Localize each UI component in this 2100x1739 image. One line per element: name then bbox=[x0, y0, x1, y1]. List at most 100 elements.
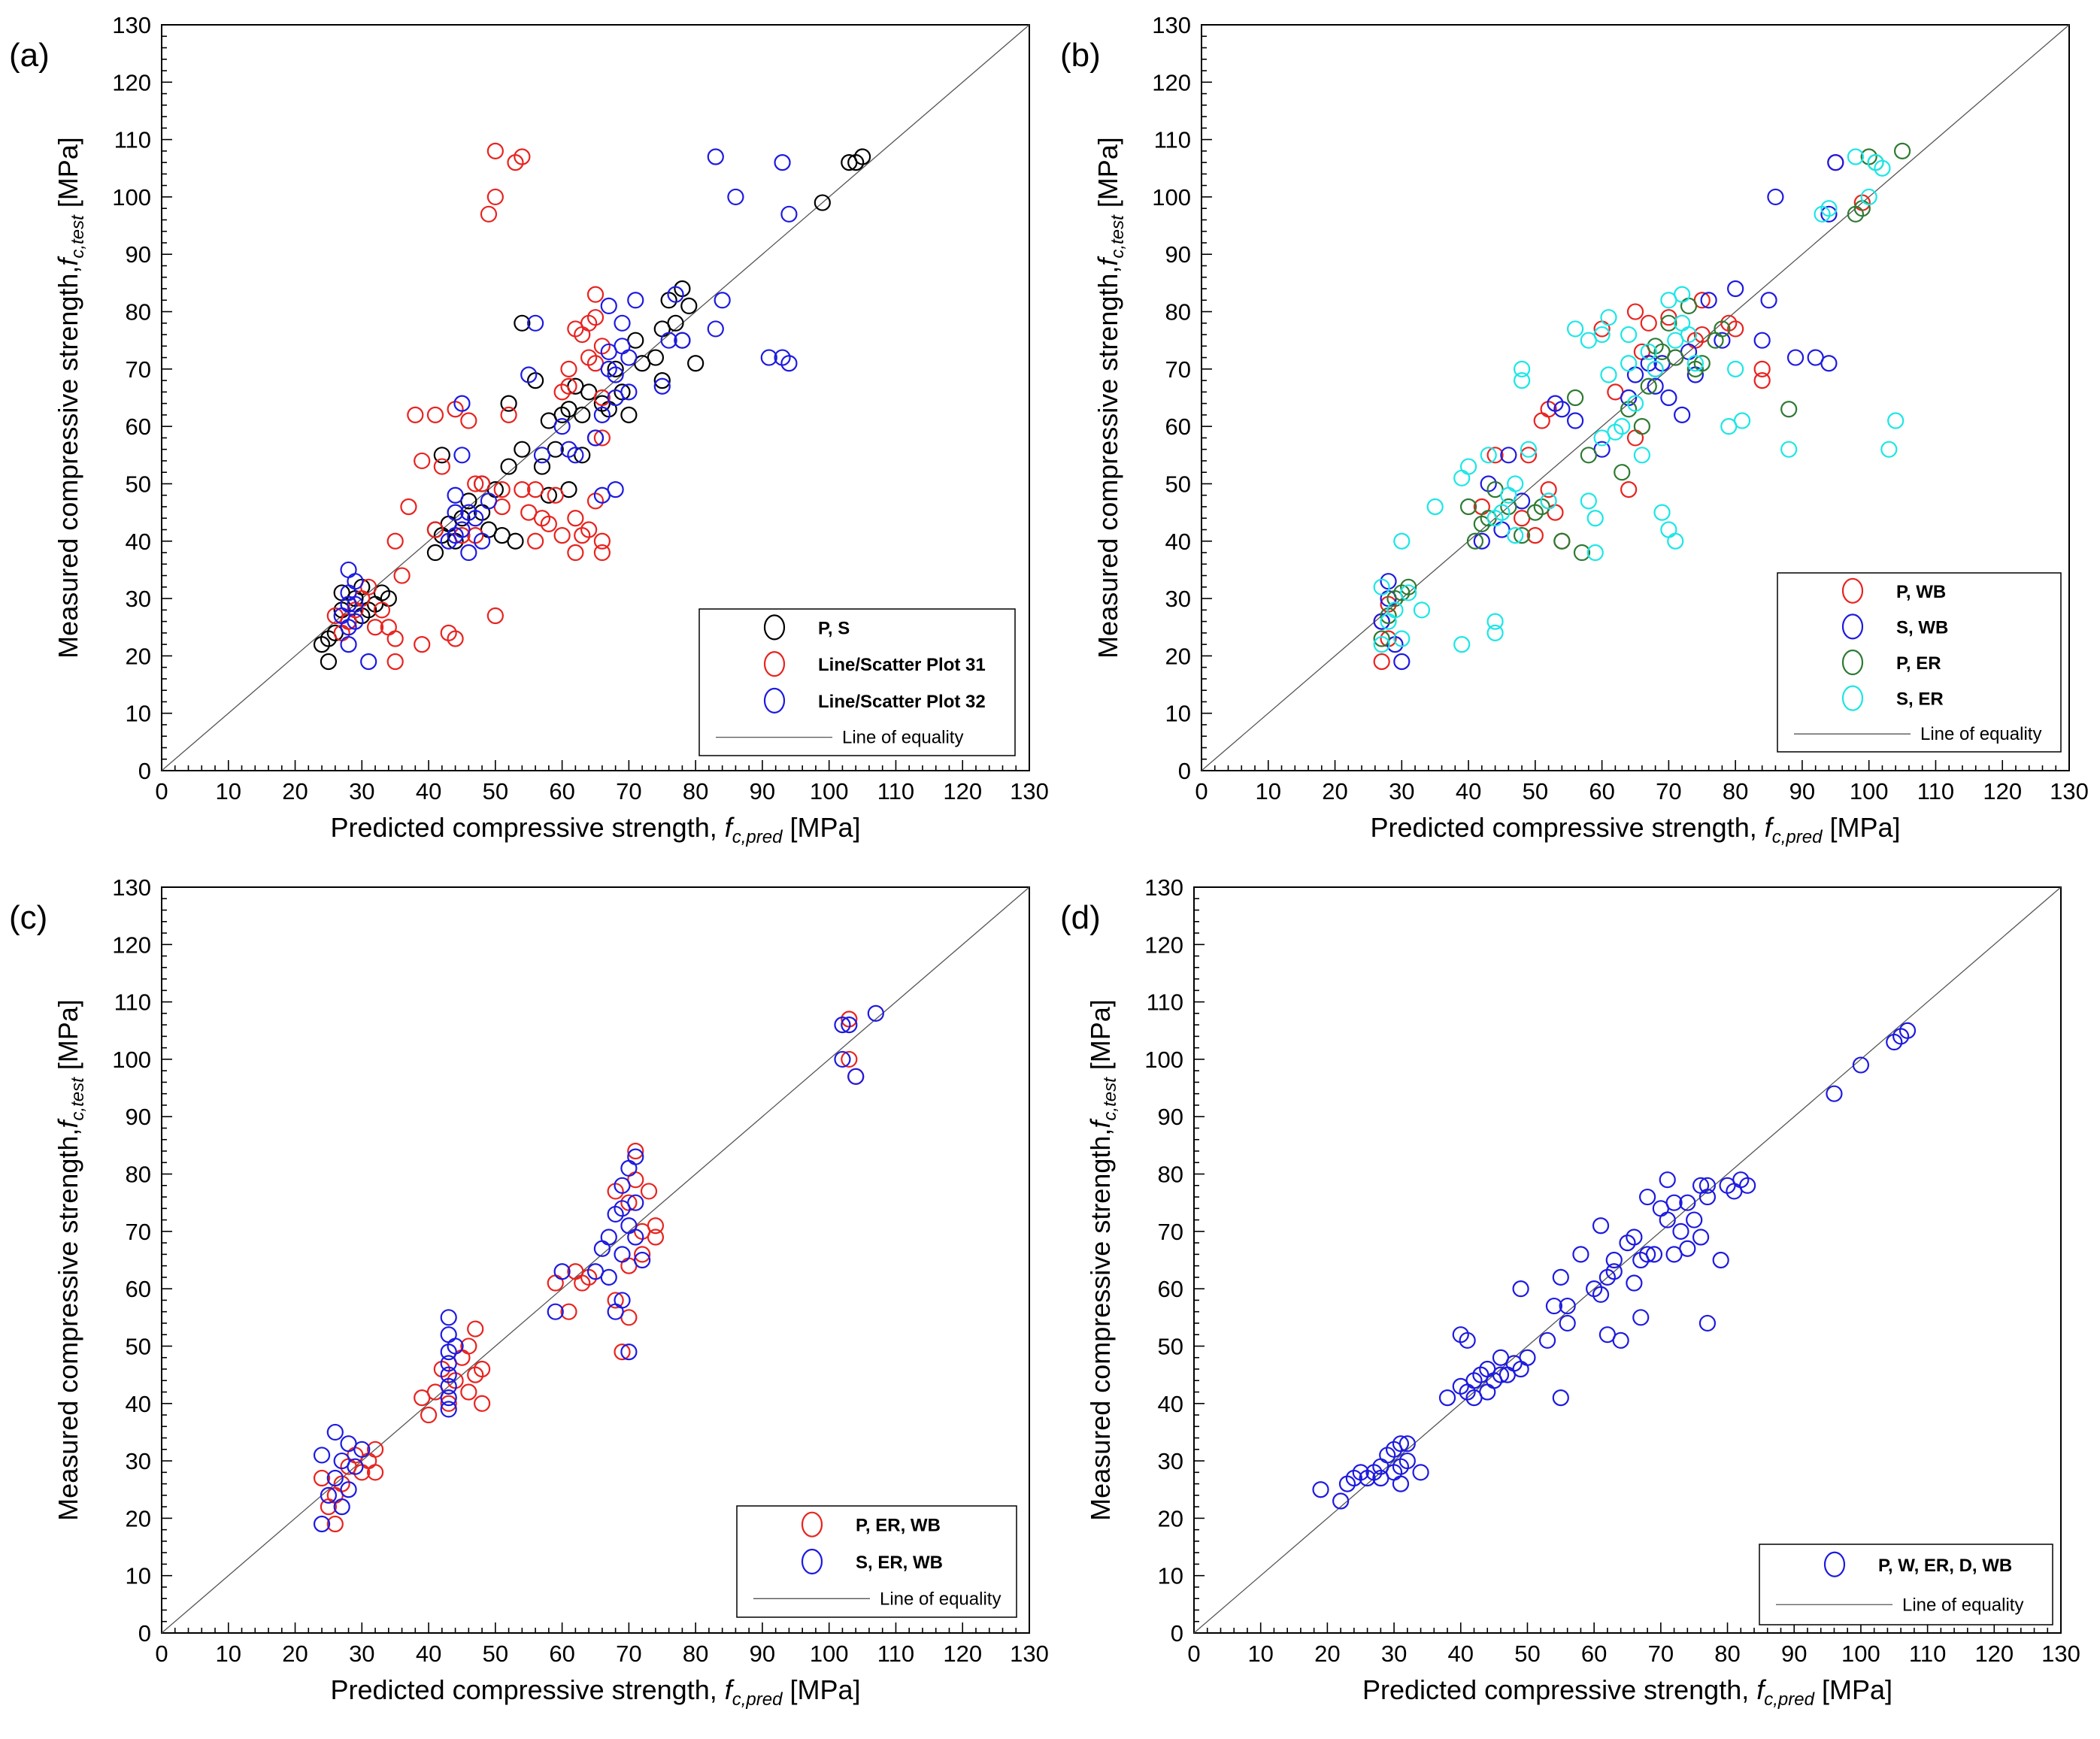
x-tick-label: 100 bbox=[810, 778, 849, 804]
data-point bbox=[614, 1292, 631, 1309]
data-point bbox=[1626, 1274, 1643, 1292]
data-point bbox=[1513, 527, 1531, 544]
data-point bbox=[1512, 1360, 1529, 1378]
x-tick-label: 130 bbox=[2050, 778, 2089, 804]
y-tick-label: 80 bbox=[126, 1162, 151, 1188]
data-point bbox=[1712, 1251, 1729, 1269]
data-point bbox=[447, 504, 464, 521]
data-point bbox=[453, 395, 471, 412]
data-point bbox=[1580, 492, 1597, 510]
y-tick-label: 40 bbox=[1165, 529, 1191, 555]
data-point bbox=[514, 314, 531, 332]
data-point bbox=[614, 1343, 631, 1361]
x-tick-label: 60 bbox=[1581, 1641, 1607, 1667]
legend-label: P, W, ER, D, WB bbox=[1878, 1556, 2012, 1576]
data-point bbox=[347, 1458, 364, 1475]
data-point bbox=[400, 498, 417, 516]
data-point bbox=[714, 292, 731, 309]
data-point bbox=[1459, 1332, 1476, 1349]
y-tick-label: 90 bbox=[1158, 1104, 1183, 1130]
series-0 bbox=[313, 148, 871, 671]
data-point bbox=[1820, 355, 1838, 372]
data-point bbox=[1513, 360, 1531, 377]
data-point bbox=[580, 349, 598, 366]
data-point bbox=[1592, 1286, 1610, 1303]
data-point bbox=[1660, 314, 1677, 332]
data-point bbox=[1898, 1022, 1917, 1039]
data-point bbox=[440, 1377, 457, 1395]
data-point bbox=[593, 429, 611, 447]
y-axis-title: Measured compressive strength,fc,test [M… bbox=[1085, 999, 1120, 1521]
legend: P, WB S, WB P, ER S, ER Line of equality bbox=[1777, 572, 2062, 753]
data-point bbox=[1500, 486, 1517, 504]
panel-b: 00 10 10 20 20 30 30 40 40 50 50 60 60 70 70 80 80 90 90 10… bbox=[1060, 12, 2089, 847]
y-tick-label: 70 bbox=[126, 356, 151, 383]
data-point bbox=[467, 510, 484, 527]
data-point bbox=[567, 544, 584, 562]
data-point bbox=[440, 1366, 457, 1383]
y-tick-label: 20 bbox=[1165, 643, 1191, 669]
data-point bbox=[1373, 653, 1390, 671]
x-tick-label: 40 bbox=[416, 1641, 441, 1667]
data-point bbox=[547, 1303, 564, 1320]
data-point bbox=[1586, 510, 1604, 527]
data-point bbox=[1698, 1188, 1717, 1206]
data-point bbox=[1714, 332, 1731, 349]
data-point bbox=[607, 1183, 624, 1200]
data-point bbox=[627, 1194, 644, 1211]
data-point bbox=[707, 320, 724, 338]
data-point bbox=[440, 1355, 457, 1372]
data-point bbox=[533, 447, 551, 464]
y-tick-label: 100 bbox=[1152, 184, 1191, 211]
x-tick-label: 40 bbox=[1456, 778, 1481, 804]
legend-label: Line of equality bbox=[1920, 724, 2041, 744]
data-point bbox=[660, 332, 677, 349]
x-tick-label: 20 bbox=[282, 1641, 308, 1667]
data-point bbox=[1519, 1349, 1536, 1366]
data-point bbox=[627, 1142, 644, 1160]
data-point bbox=[313, 1515, 331, 1533]
data-point bbox=[1826, 1085, 1843, 1102]
data-point bbox=[1385, 1464, 1403, 1481]
data-point bbox=[586, 492, 605, 510]
x-axis-title: Predicted compressive strength, fc,pred … bbox=[1371, 812, 1901, 847]
legend-marker bbox=[1841, 685, 1864, 711]
data-point bbox=[527, 532, 544, 550]
x-tick-label: 90 bbox=[750, 1641, 775, 1667]
data-point bbox=[440, 1309, 457, 1326]
legend-box bbox=[1759, 1544, 2053, 1625]
data-point bbox=[1465, 1372, 1483, 1389]
data-point bbox=[567, 447, 584, 464]
data-point bbox=[333, 1498, 350, 1516]
data-point bbox=[607, 366, 624, 383]
y-tick-label: 60 bbox=[126, 414, 151, 440]
legend-marker bbox=[801, 1511, 823, 1538]
y-tick-label: 80 bbox=[1158, 1162, 1183, 1188]
data-point bbox=[1605, 1251, 1623, 1269]
data-point bbox=[340, 561, 357, 579]
data-point bbox=[1545, 1297, 1563, 1315]
legend-marker bbox=[801, 1548, 823, 1575]
data-point bbox=[453, 521, 471, 538]
data-point bbox=[600, 297, 617, 315]
y-tick-label: 30 bbox=[126, 1448, 151, 1474]
data-point bbox=[440, 624, 457, 641]
line-of-equality bbox=[161, 24, 1030, 771]
data-point bbox=[1507, 475, 1524, 492]
data-point bbox=[527, 480, 544, 498]
data-point bbox=[574, 326, 591, 344]
data-point bbox=[847, 154, 865, 171]
data-point bbox=[1567, 320, 1584, 338]
data-point bbox=[580, 314, 598, 332]
data-point bbox=[634, 1251, 651, 1269]
x-tick-label: 10 bbox=[216, 778, 241, 804]
x-tick-label: 30 bbox=[1389, 778, 1414, 804]
series-2 bbox=[1373, 142, 1911, 647]
data-point bbox=[360, 653, 377, 671]
x-tick-label: 90 bbox=[1781, 1641, 1807, 1667]
data-point bbox=[614, 338, 631, 355]
data-point bbox=[1592, 1217, 1610, 1235]
plot-frame bbox=[1201, 24, 2070, 771]
x-tick-label: 80 bbox=[683, 1641, 708, 1667]
data-point bbox=[1533, 412, 1550, 429]
